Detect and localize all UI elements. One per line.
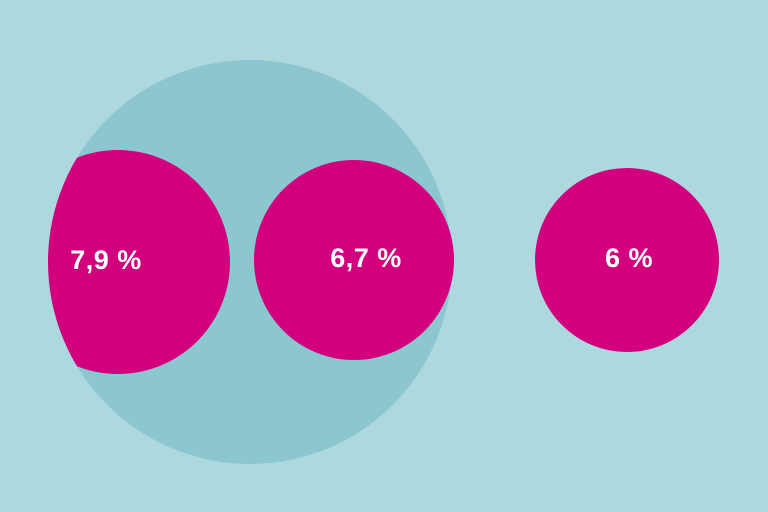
bubble-2-label: 6,7 % (330, 243, 402, 273)
bubble-1-circle[interactable] (6, 150, 230, 374)
bubble-3-circle[interactable] (535, 168, 719, 352)
bubble-3-label: 6 % (605, 243, 653, 273)
bubble-2-circle[interactable] (254, 160, 454, 360)
bubble-1[interactable] (6, 150, 230, 374)
bubble-1-label: 7,9 % (70, 245, 142, 275)
